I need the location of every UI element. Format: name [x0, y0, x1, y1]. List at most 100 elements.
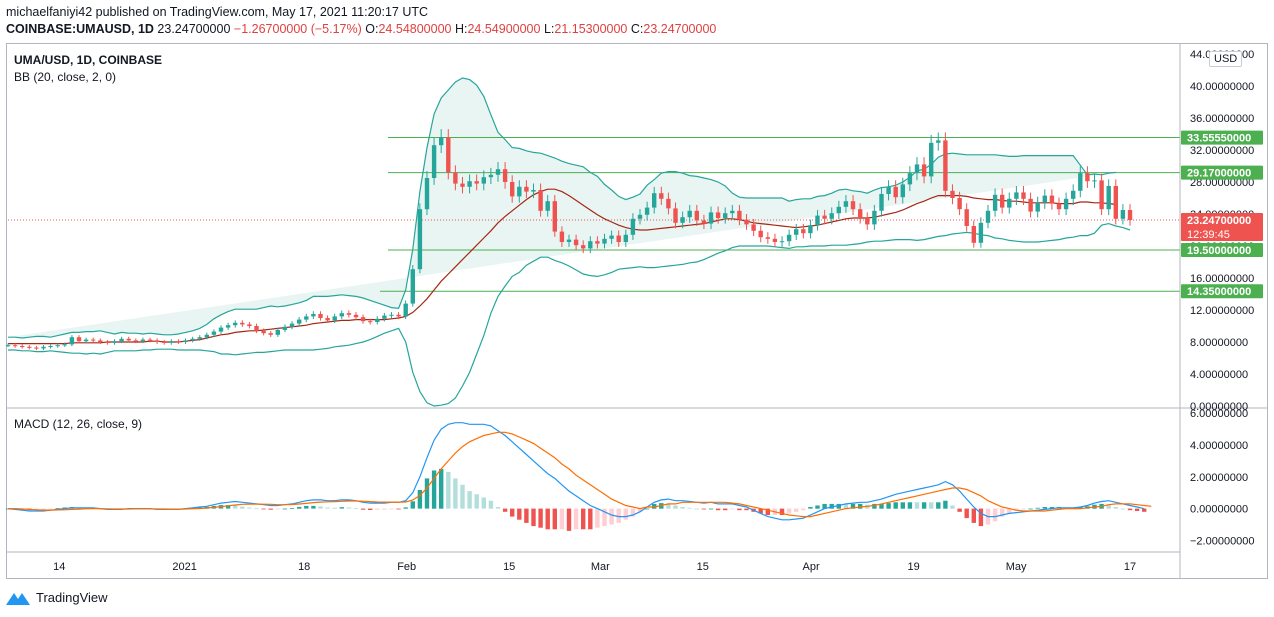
macd-histogram-bar: [247, 507, 252, 509]
candle-body: [822, 215, 827, 219]
macd-histogram-bar: [41, 508, 46, 510]
macd-histogram-bar: [936, 502, 941, 509]
macd-histogram-bar: [339, 507, 344, 509]
candle-body: [325, 318, 330, 321]
price-axis-tick: 12.00000000: [1190, 305, 1254, 317]
last-price-tag-bg: [1181, 213, 1263, 241]
candle: [1120, 204, 1126, 225]
macd-histogram-bar: [538, 508, 543, 528]
candle: [318, 311, 323, 321]
candle: [1071, 184, 1076, 206]
candle-body: [666, 198, 671, 209]
macd-histogram-bar: [886, 503, 891, 509]
price-change: −1.26700000 (−5.17%): [233, 22, 362, 36]
currency-badge[interactable]: USD: [1209, 51, 1243, 67]
candle: [552, 195, 557, 237]
candle-body: [112, 341, 117, 343]
candle: [27, 345, 32, 350]
candle-body: [140, 339, 146, 342]
candle-body: [680, 217, 685, 223]
macd-histogram-bar: [453, 478, 458, 509]
symbol-quote-line: COINBASE:UMAUSD, 1D 23.24700000 −1.26700…: [6, 22, 716, 36]
candle: [147, 337, 153, 343]
macd-histogram-bar: [758, 508, 763, 514]
macd-histogram-bar: [609, 508, 614, 525]
macd-histogram-bar: [1142, 508, 1147, 512]
candle-body: [758, 230, 763, 238]
macd-histogram-bar: [48, 508, 53, 510]
candle-body: [247, 324, 252, 326]
macd-histogram-bar: [715, 508, 721, 511]
candle-body: [41, 346, 46, 349]
candle-body: [609, 235, 614, 239]
candle: [176, 339, 181, 344]
candle: [758, 225, 763, 243]
candle: [865, 212, 870, 230]
time-axis-tick: Mar: [591, 561, 610, 573]
macd-histogram-bar: [1021, 508, 1026, 510]
candle: [1085, 166, 1090, 188]
price-axis-tick: 28.00000000: [1190, 177, 1254, 189]
candle: [1007, 192, 1012, 214]
candle-body: [744, 219, 749, 225]
candle-body: [211, 331, 217, 335]
candle-body: [12, 345, 18, 347]
macd-histogram-bar: [794, 508, 799, 512]
candle-body: [91, 339, 96, 341]
candle: [119, 336, 124, 344]
candle-body: [339, 313, 344, 317]
candle-body: [708, 212, 714, 224]
macd-histogram-bar: [964, 508, 969, 519]
candle: [581, 240, 586, 254]
candle: [481, 170, 486, 191]
candle: [545, 195, 550, 217]
candle-body: [1106, 186, 1111, 210]
macd-axis-tick: 4.00000000: [1190, 440, 1248, 452]
chart-frame[interactable]: [6, 43, 1268, 579]
candle: [1000, 188, 1005, 214]
candle-body: [289, 323, 295, 327]
candle: [261, 328, 266, 336]
candle-body: [204, 334, 209, 338]
candle: [346, 310, 352, 318]
macd-histogram-bar: [524, 508, 529, 523]
macd-histogram-bar: [566, 508, 572, 531]
candle: [396, 312, 401, 320]
macd-histogram-bar: [623, 508, 628, 520]
candle: [538, 183, 543, 217]
macd-histogram-bar: [446, 472, 451, 509]
macd-histogram-bar: [893, 502, 898, 509]
last-price-tag-text: 23.24700000: [1187, 215, 1251, 227]
candle-body: [1042, 195, 1047, 203]
candle: [936, 132, 941, 151]
candle-body: [637, 214, 643, 219]
macd-histogram-bar: [325, 507, 330, 509]
candle-body: [971, 226, 976, 243]
candle: [765, 232, 770, 244]
candle-body: [517, 186, 522, 197]
candle-body: [375, 318, 380, 322]
low-value: 21.15300000: [554, 22, 628, 36]
candle-body: [630, 218, 636, 235]
candle-body: [943, 140, 948, 191]
candle: [339, 310, 344, 320]
candle: [20, 344, 25, 349]
candle: [304, 313, 309, 323]
candle-body: [368, 321, 373, 323]
candle-body: [197, 337, 202, 339]
candle-body: [538, 190, 543, 211]
macd-histogram-bar: [843, 503, 849, 509]
candle: [240, 320, 245, 327]
macd-histogram-bar: [1028, 508, 1033, 510]
candle-body: [786, 234, 792, 242]
candle: [602, 233, 607, 249]
candle-body: [69, 337, 75, 345]
bb-indicator-label: BB (20, close, 2, 0): [14, 70, 117, 84]
candle-body: [467, 181, 472, 187]
footer-brand[interactable]: TradingView: [6, 590, 108, 605]
macd-histogram-bar: [978, 508, 984, 527]
macd-histogram-bar: [545, 508, 550, 530]
candle-body: [481, 177, 486, 184]
candle: [943, 132, 948, 198]
